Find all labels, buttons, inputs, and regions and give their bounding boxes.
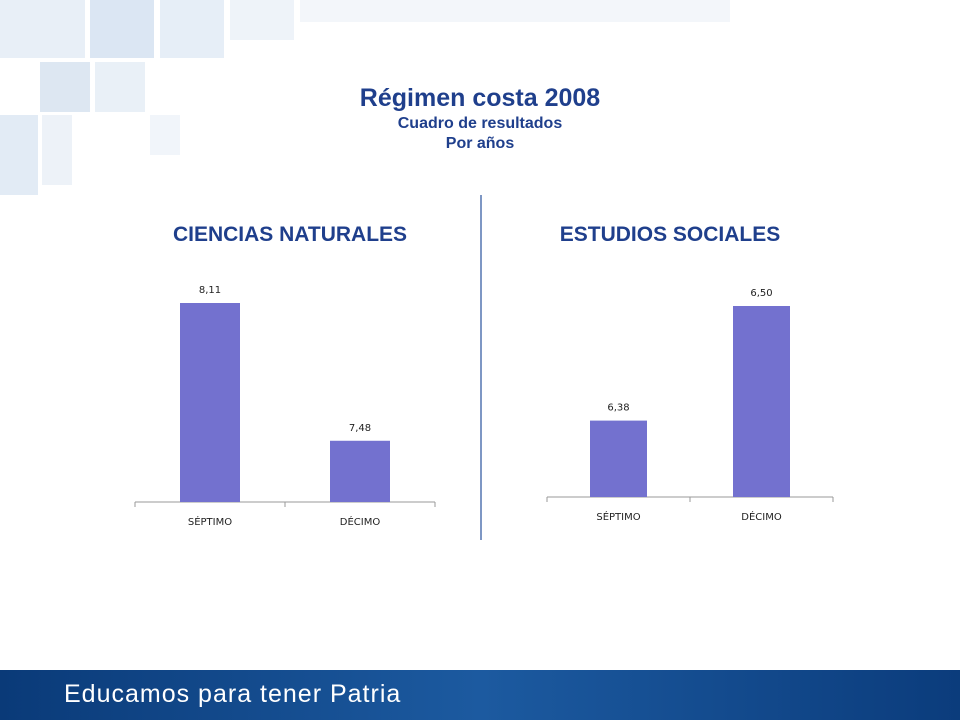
x-tick-label: SÉPTIMO bbox=[188, 515, 232, 528]
charts-canvas: 8,11 SÉPTIMO 7,48 DÉCIMO 6,38 SÉPTIMO 6,50 DÉCI… bbox=[134, 285, 834, 528]
chart-divider bbox=[480, 195, 482, 540]
chart-title-estudios: ESTUDIOS SOCIALES bbox=[559, 223, 781, 246]
data-label: 6,38 bbox=[607, 403, 629, 414]
page-title: Régimen costa 2008 bbox=[359, 84, 601, 112]
bar bbox=[590, 420, 647, 497]
data-label: 6,50 bbox=[750, 288, 772, 299]
bar bbox=[180, 303, 240, 502]
bar bbox=[733, 306, 790, 497]
chart-title-ciencias: CIENCIAS NATURALES bbox=[172, 223, 408, 246]
data-label: 8,11 bbox=[199, 285, 221, 296]
page-subtitle: Cuadro de resultados bbox=[397, 115, 563, 132]
x-tick-label: SÉPTIMO bbox=[596, 510, 640, 523]
header: Régimen costa 2008 Cuadro de resultados … bbox=[0, 82, 960, 154]
page-subtitle-2: Por años bbox=[445, 135, 515, 152]
bar bbox=[330, 440, 390, 502]
data-label: 7,48 bbox=[349, 423, 371, 434]
footer-bar bbox=[0, 670, 960, 720]
x-tick-label: DÉCIMO bbox=[741, 510, 782, 523]
x-tick-label: DÉCIMO bbox=[340, 515, 381, 528]
footer-slogan: Educamos para tener Patria bbox=[64, 680, 402, 708]
